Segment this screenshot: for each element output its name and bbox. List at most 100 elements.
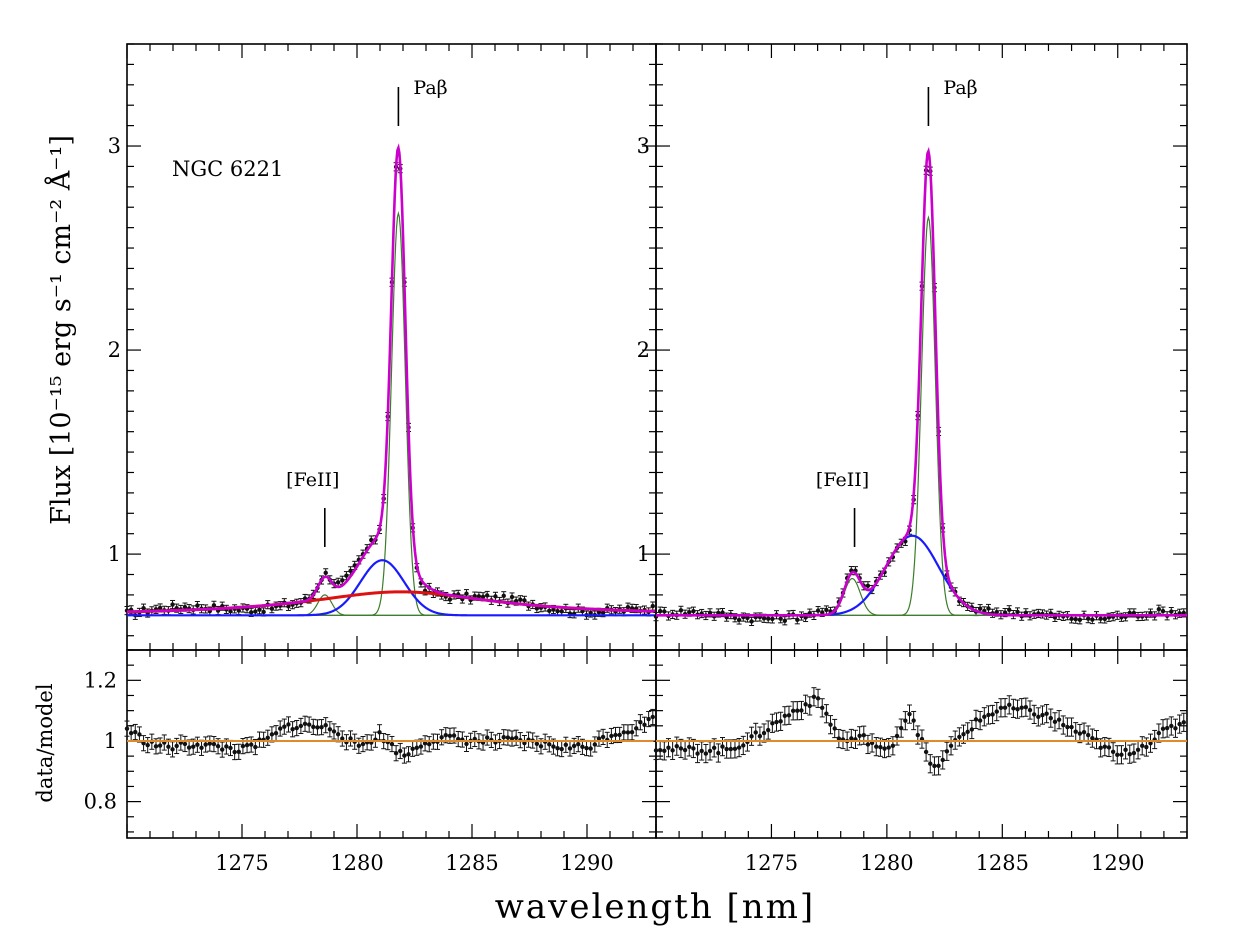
data-point [166,744,171,749]
data-point [682,747,688,753]
data-point [770,616,775,622]
data-point [1131,750,1137,756]
y-tick-label: 1.2 [84,668,117,692]
data-point [1036,714,1041,720]
data-point [133,729,138,735]
plot-frame [655,43,1188,651]
data-point [1081,729,1087,735]
data-point [1085,616,1091,621]
data-point [1090,617,1095,622]
data-point [311,724,316,730]
data-point [294,725,299,731]
y-tick-label: 2 [637,338,650,362]
total-model-line [656,146,1187,617]
data-point [1135,747,1141,752]
object-label: NGC 6221 [172,157,283,181]
data-point [1073,729,1078,734]
data-point [464,591,469,596]
data-point [886,745,891,750]
data-point [559,746,564,752]
bottom-left-panel: 1275 1280 1285 1290 0.8 1 1.2 [84,649,657,875]
data-point [195,603,200,608]
data-point [707,610,713,616]
data-point [1007,607,1012,612]
data-point [315,725,320,730]
data-point [261,609,266,615]
data-point [576,741,581,747]
data-point [732,615,738,620]
data-point [518,597,523,602]
data-point [1077,731,1083,736]
y-tick-label: 3 [637,134,650,158]
data-point [1090,735,1095,741]
data-point [1065,724,1070,730]
data-point [298,723,304,729]
data-point [137,732,142,737]
pab-label: Paβ [943,77,977,99]
data-point [509,594,515,600]
data-point [277,726,283,731]
data-point [555,608,560,614]
data-point [302,721,308,726]
data-point [691,609,696,614]
data-point [232,749,237,755]
data-point [265,735,270,740]
data-point [687,609,692,615]
data-point [253,609,258,614]
data-point [398,748,403,754]
data-point [501,735,506,740]
data-point [410,746,415,752]
data-point [911,718,916,723]
data-point [849,736,854,741]
data-point [331,729,337,734]
data-point [795,617,800,622]
data-point [555,746,560,751]
data-point [224,744,229,749]
data-point [882,746,887,751]
data-point [505,735,511,740]
data-point [824,711,829,716]
data-point [534,606,540,611]
data-point [1181,610,1186,616]
narrow-component-line [656,578,1187,616]
data-point [170,747,175,752]
data-point [551,607,556,612]
data-point [1015,609,1020,615]
data-point [824,607,829,613]
data-point [348,568,353,574]
data-point [646,716,651,722]
data-point [447,597,453,602]
data-point [174,743,179,749]
data-point [716,750,721,756]
data-point [522,598,527,603]
data-point [699,748,704,754]
data-point [269,732,275,737]
data-point [790,708,796,714]
data-point [273,730,279,736]
data-point [522,740,527,746]
data-point [600,734,606,740]
data-point [786,713,792,718]
x-axis-label: wavelength [nm] [495,887,815,927]
data-point [753,730,758,735]
data-point [928,761,933,766]
data-point [236,608,241,613]
data-point [257,607,262,612]
x-tick-label: 1275 [745,851,798,875]
data-point [1056,717,1062,722]
data-point [782,618,788,623]
data-point [484,593,490,598]
data-point [1156,730,1162,736]
data-point [600,610,606,615]
data-point [220,747,225,752]
data-point [596,610,602,615]
data-point [335,580,341,585]
data-point [903,718,908,723]
data-point [306,722,312,727]
data-point [944,749,950,754]
data-point [1052,719,1058,725]
data-point [476,594,482,599]
data-point [666,745,671,750]
data-point [348,736,353,741]
data-point [799,708,804,713]
